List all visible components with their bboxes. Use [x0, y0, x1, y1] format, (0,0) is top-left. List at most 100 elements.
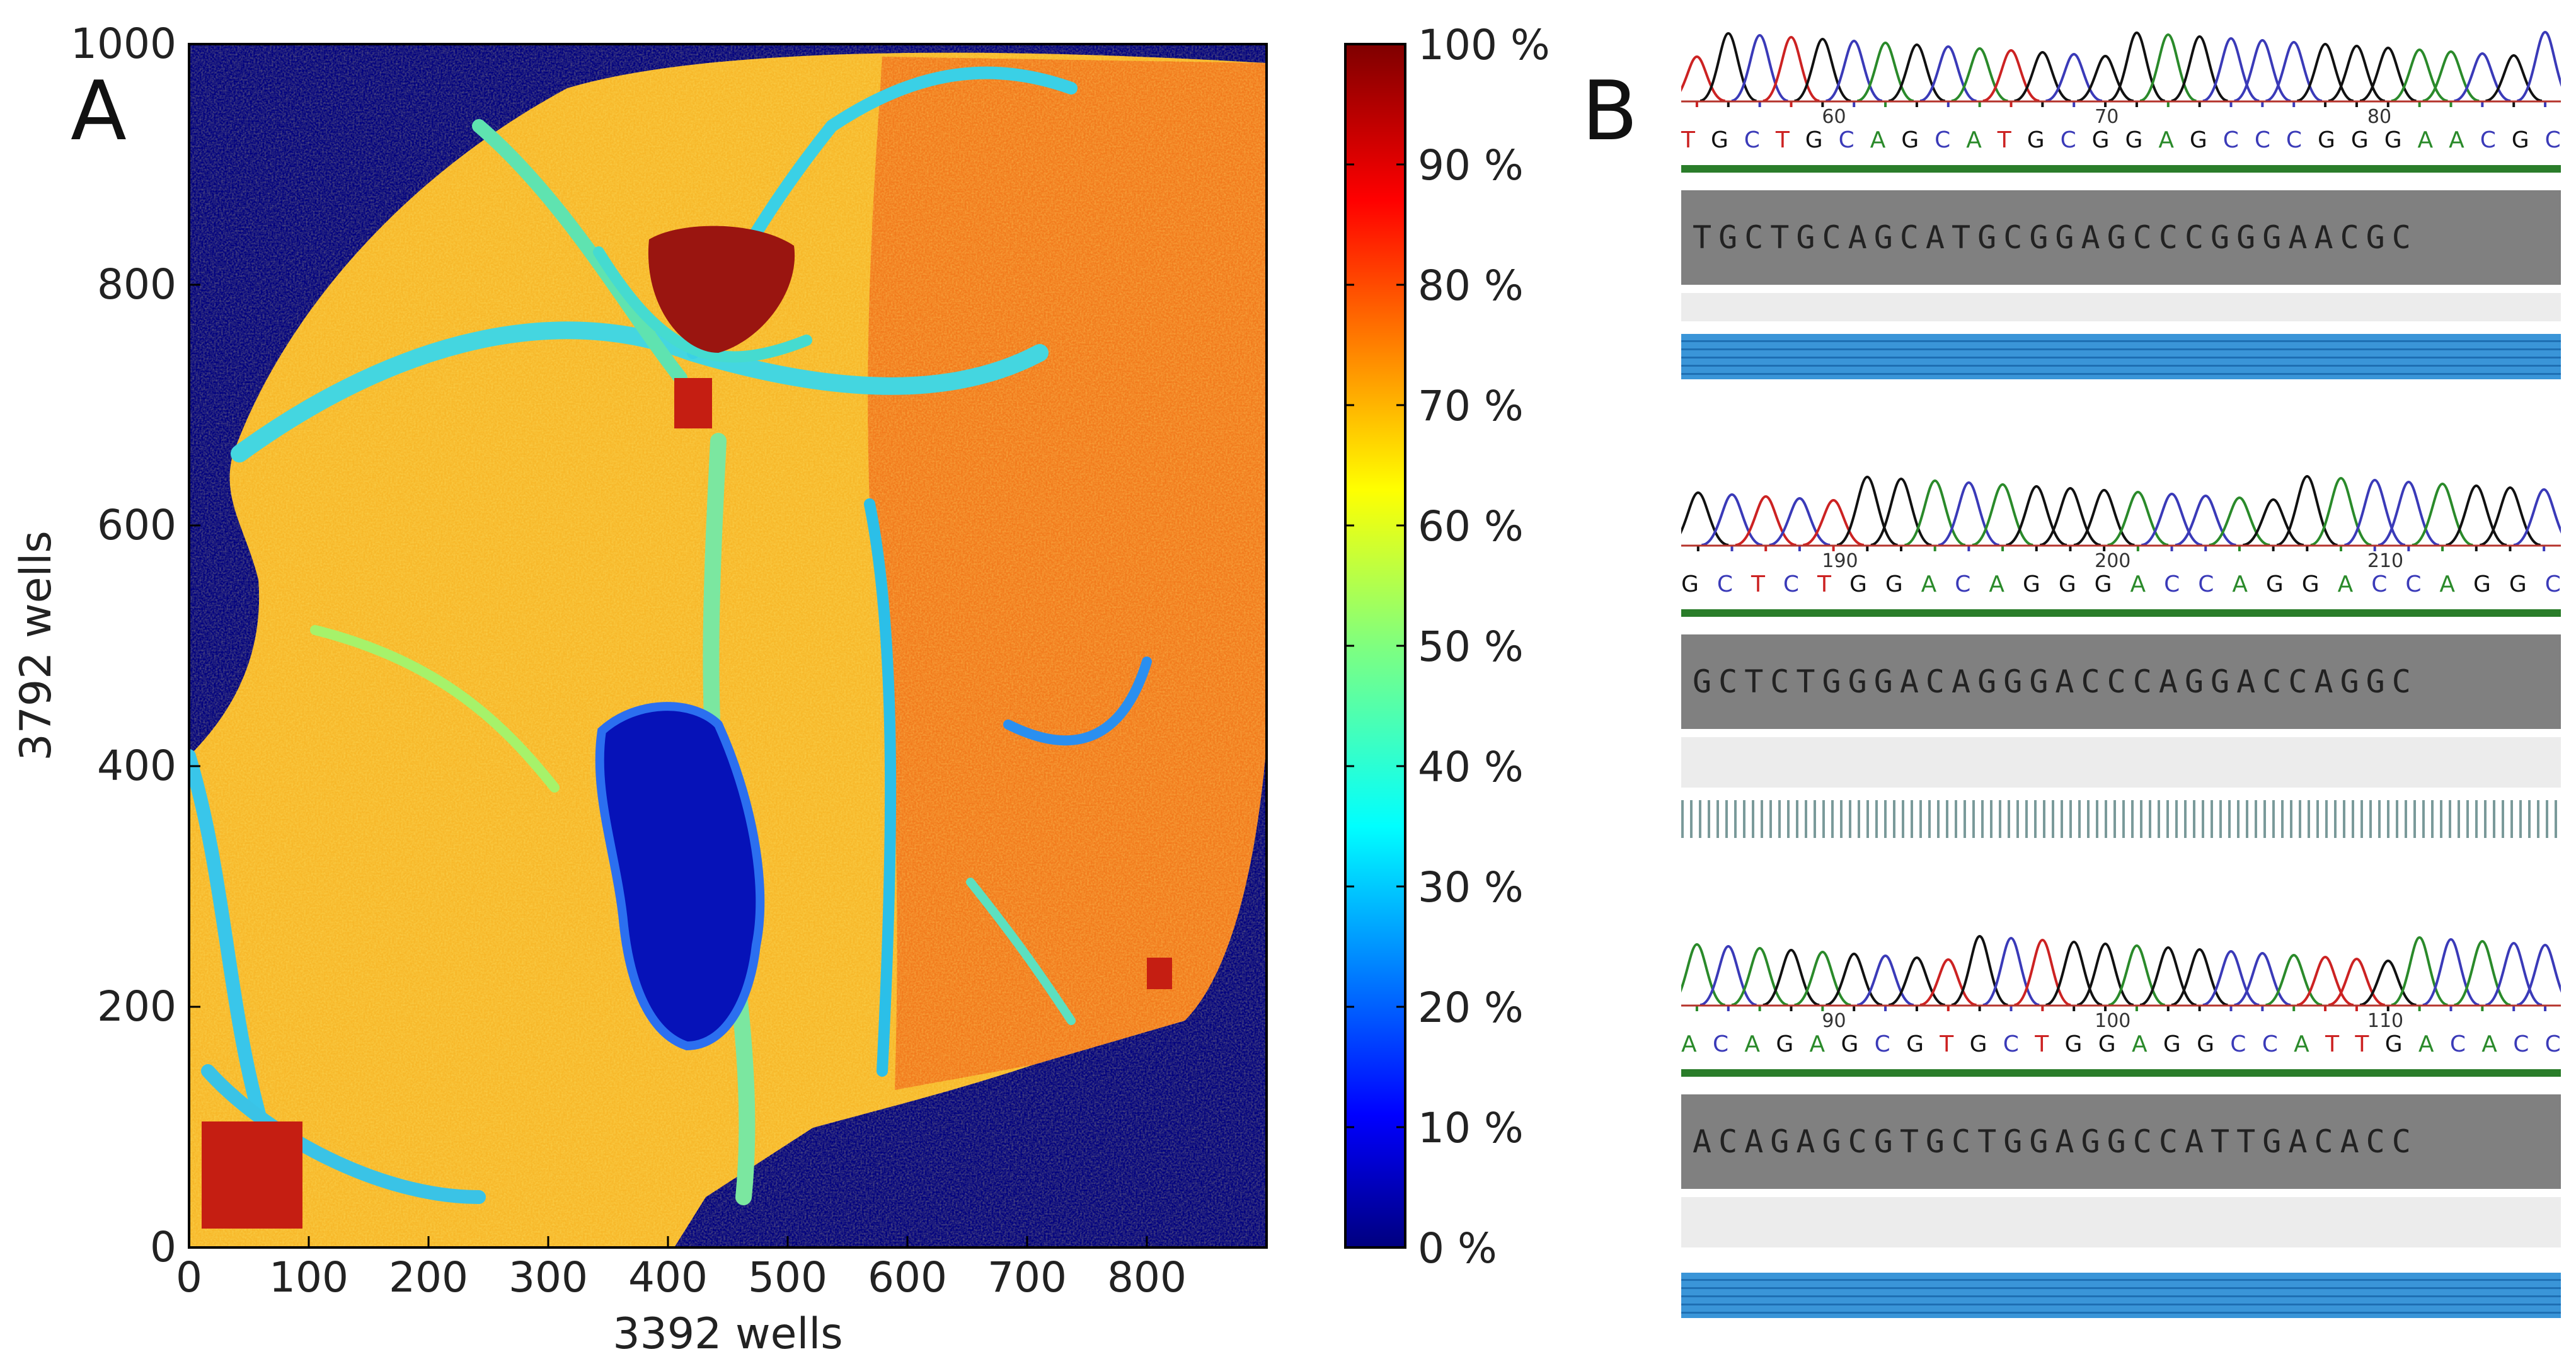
chromatogram-peak	[2485, 54, 2543, 102]
base-call: T	[1997, 127, 2011, 153]
chromatogram-peak	[2171, 35, 2229, 102]
chromatogram-peak	[2485, 941, 2543, 1006]
base-call: C	[1712, 1031, 1729, 1057]
base-call: A	[2417, 127, 2434, 153]
chromatogram-trace	[1681, 934, 2561, 1011]
heatmap-plot-area	[189, 44, 1267, 1247]
panel-b-letter: B	[1582, 63, 1638, 159]
coverage-strip	[1681, 737, 2561, 788]
y-tick-label: 200	[97, 982, 176, 1031]
chromatogram-peak	[1825, 39, 1883, 102]
alignment-chevron-band	[1681, 800, 2561, 838]
consensus-line	[1681, 609, 2561, 617]
consensus-line	[1681, 1069, 2561, 1077]
chromatogram-peak	[2516, 30, 2561, 102]
base-call: A	[2232, 571, 2248, 597]
base-call: G	[2125, 127, 2143, 153]
read-sequence-bar: GCTCTGGGACAGGGACCCAGGACCAGGC	[1681, 634, 2561, 729]
x-axis-label: 3392 wells	[612, 1309, 842, 1359]
x-tick-label: 200	[389, 1253, 468, 1302]
base-call: T	[1817, 571, 1831, 597]
base-call: C	[2230, 1031, 2246, 1057]
chromatogram-peak	[2233, 951, 2291, 1006]
chromatogram-peak	[2343, 478, 2406, 546]
base-call: T	[1940, 1031, 1954, 1057]
base-call: A	[1744, 1031, 1761, 1057]
chromatogram-peak	[1870, 477, 1932, 546]
chromatogram-peak	[2233, 38, 2291, 102]
base-call: T	[1681, 127, 1695, 153]
y-axis-ticks: 0 200 400 600 800 1000	[71, 20, 200, 1271]
x-tick-label: 300	[509, 1253, 588, 1302]
base-call: C	[2405, 571, 2422, 597]
chromatogram-peak	[1731, 946, 1789, 1006]
chromatogram-peak	[1919, 958, 1977, 1006]
chromatogram-peak	[2139, 946, 2197, 1006]
chromatogram-peak	[2202, 949, 2260, 1006]
colorbar-tick-label: 40 %	[1418, 743, 1524, 791]
base-call: C	[1838, 127, 1854, 153]
y-tick-label: 400	[97, 742, 176, 790]
colorbar-tick-label: 0 %	[1418, 1224, 1497, 1273]
chromatogram-peak	[2013, 938, 2071, 1006]
heatmap-noise	[189, 44, 1267, 1247]
chromatogram-peak	[2171, 948, 2229, 1006]
base-call: T	[2035, 1031, 2049, 1057]
base-call: G	[1885, 571, 1903, 597]
chromatogram-peak	[1972, 483, 2033, 546]
chromatogram-peak	[2328, 44, 2386, 102]
base-call: G	[2091, 127, 2110, 153]
tissue-hole	[595, 702, 765, 1051]
chromatogram-peak	[2513, 488, 2561, 546]
chromatogram-peak	[2108, 31, 2166, 102]
chromatogram-peak	[1699, 944, 1757, 1006]
base-call: C	[1874, 1031, 1890, 1057]
chromatogram-peak	[2296, 42, 2354, 102]
base-call: C	[2262, 1031, 2278, 1057]
chromatogram-peak	[1802, 498, 1865, 546]
base-call: A	[1809, 1031, 1826, 1057]
sequence-block-1: 60 70 80 T G C T G C A G C A T G C G G A G C C C G G G A A C G C TGCTGC…	[1681, 25, 2561, 391]
chromatogram-peak	[1836, 475, 1899, 546]
base-call: A	[2131, 1031, 2148, 1057]
base-call: A	[1921, 571, 1937, 597]
chromatogram-peak	[2359, 46, 2417, 102]
chromatogram-peak	[1794, 950, 1851, 1006]
base-call: G	[2473, 571, 2491, 597]
chromatogram-peak	[1938, 481, 2000, 546]
colorbar-ticks: 0 % 10 % 20 % 30 % 40 % 50 % 60 % 70 % 80 % 90 % 1…	[1345, 21, 1550, 1273]
alignment-band	[1681, 1273, 2561, 1318]
position-label: 70	[2095, 106, 2119, 128]
base-call: G	[1805, 127, 1823, 153]
chromatogram-peak	[1735, 495, 1797, 546]
base-call: C	[1744, 127, 1760, 153]
coverage-strip	[1681, 1197, 2561, 1247]
colorbar-tick-label: 20 %	[1418, 983, 1524, 1032]
base-call: C	[1955, 571, 1971, 597]
base-call: G	[1969, 1031, 1987, 1057]
base-call: C	[2164, 571, 2180, 597]
base-call: G	[1849, 571, 1867, 597]
chromatogram-trace	[1681, 474, 2561, 551]
base-call: G	[2163, 1031, 2181, 1057]
base-call: G	[2265, 571, 2284, 597]
base-call: G	[1841, 1031, 1859, 1057]
chromatogram-peak	[1888, 43, 1946, 102]
base-call: A	[1966, 127, 1982, 153]
y-tick-label: 600	[97, 501, 176, 549]
chromatogram-peak	[1699, 32, 1757, 102]
chromatogram-peak	[1919, 45, 1977, 102]
chromatogram-peak	[1762, 948, 1820, 1006]
base-call: C	[2480, 127, 2496, 153]
chromatogram-peak	[1888, 956, 1946, 1006]
x-tick-label: 400	[628, 1253, 708, 1302]
chromatogram-peak	[2391, 936, 2449, 1006]
base-call: A	[2418, 1031, 2434, 1057]
y-tick-label: 1000	[71, 20, 176, 68]
sequence-block-2: 190 200 210 G C T C T G G A C A G G G A C C A G G A C C A G G C GCTCT…	[1681, 469, 2561, 847]
chromatogram-peak	[2014, 50, 2071, 102]
chromatogram-peak	[2391, 48, 2449, 102]
